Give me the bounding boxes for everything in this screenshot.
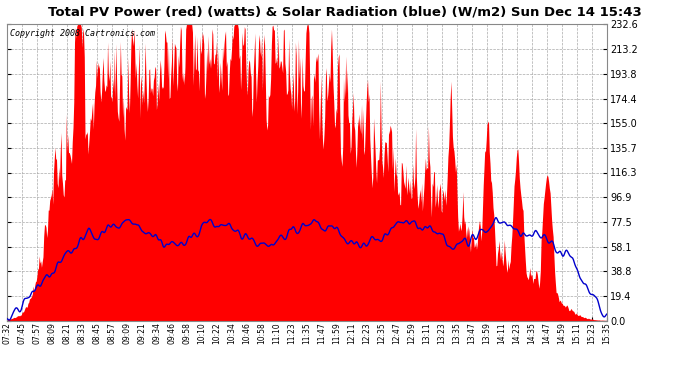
Text: Total PV Power (red) (watts) & Solar Radiation (blue) (W/m2) Sun Dec 14 15:43: Total PV Power (red) (watts) & Solar Rad… [48, 6, 642, 19]
Text: Copyright 2008 Cartronics.com: Copyright 2008 Cartronics.com [10, 29, 155, 38]
